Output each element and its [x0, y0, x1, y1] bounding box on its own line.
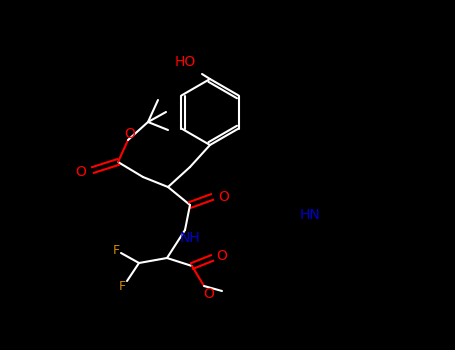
Text: O: O	[218, 190, 229, 204]
Text: HO: HO	[174, 55, 196, 69]
Text: O: O	[203, 287, 214, 301]
Text: O: O	[125, 127, 136, 141]
Text: F: F	[118, 280, 126, 293]
Text: HN: HN	[300, 208, 320, 222]
Text: O: O	[76, 165, 86, 179]
Text: F: F	[112, 244, 120, 257]
Text: NH: NH	[180, 231, 200, 245]
Text: O: O	[217, 249, 228, 263]
